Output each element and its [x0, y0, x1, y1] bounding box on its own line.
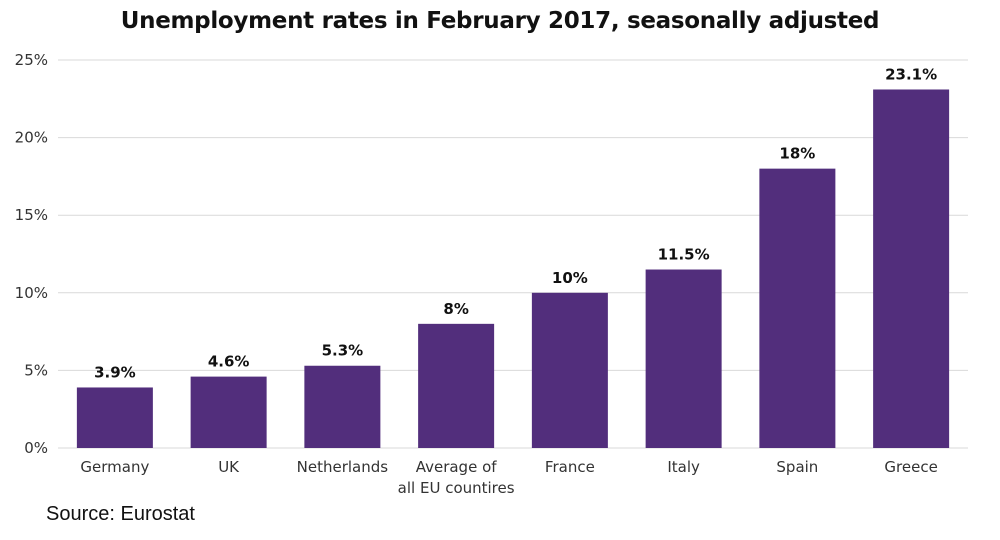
- x-category-label-line: Germany: [80, 458, 149, 476]
- x-category-label-line: Italy: [667, 458, 700, 476]
- x-category-label-line: Netherlands: [297, 458, 389, 476]
- y-tick-label: 15%: [15, 206, 48, 224]
- y-tick-label: 5%: [24, 361, 48, 379]
- x-category-label: Italy: [667, 458, 700, 476]
- bar: [76, 387, 153, 448]
- x-category-label: Spain: [776, 458, 818, 476]
- data-label: 3.9%: [94, 363, 136, 381]
- data-label: 5.3%: [322, 342, 364, 360]
- bar: [304, 365, 381, 448]
- y-tick-label: 25%: [15, 51, 48, 69]
- data-label: 4.6%: [208, 353, 250, 371]
- bar: [531, 292, 608, 448]
- y-tick-label: 0%: [24, 439, 48, 457]
- x-category-label: France: [545, 458, 595, 476]
- x-category-label: Germany: [80, 458, 149, 476]
- bar: [873, 89, 950, 448]
- chart-title: Unemployment rates in February 2017, sea…: [120, 8, 880, 34]
- x-category-label: Average of all EU countires: [398, 458, 515, 497]
- x-category-label-line: Average of: [416, 458, 498, 476]
- data-label: 8%: [443, 300, 468, 318]
- x-category-label-line: UK: [218, 458, 240, 476]
- bar: [418, 323, 495, 448]
- data-label: 23.1%: [885, 65, 937, 83]
- data-label: 10%: [552, 269, 588, 287]
- y-tick-label: 10%: [15, 284, 48, 302]
- x-category-label: Greece: [884, 458, 937, 476]
- y-tick-label: 20%: [15, 129, 48, 147]
- x-category-label: UK: [218, 458, 240, 476]
- x-category-label-line: Spain: [776, 458, 818, 476]
- bar: [759, 168, 836, 448]
- data-label: 18%: [779, 145, 815, 163]
- x-category-label-line: Greece: [884, 458, 937, 476]
- bar: [190, 376, 267, 448]
- bar: [645, 269, 722, 448]
- x-category-label-line: France: [545, 458, 595, 476]
- source-note: Source: Eurostat: [46, 503, 195, 525]
- data-label: 11.5%: [658, 246, 710, 264]
- x-category-label: Netherlands: [297, 458, 389, 476]
- x-category-label-line: all EU countires: [398, 479, 515, 497]
